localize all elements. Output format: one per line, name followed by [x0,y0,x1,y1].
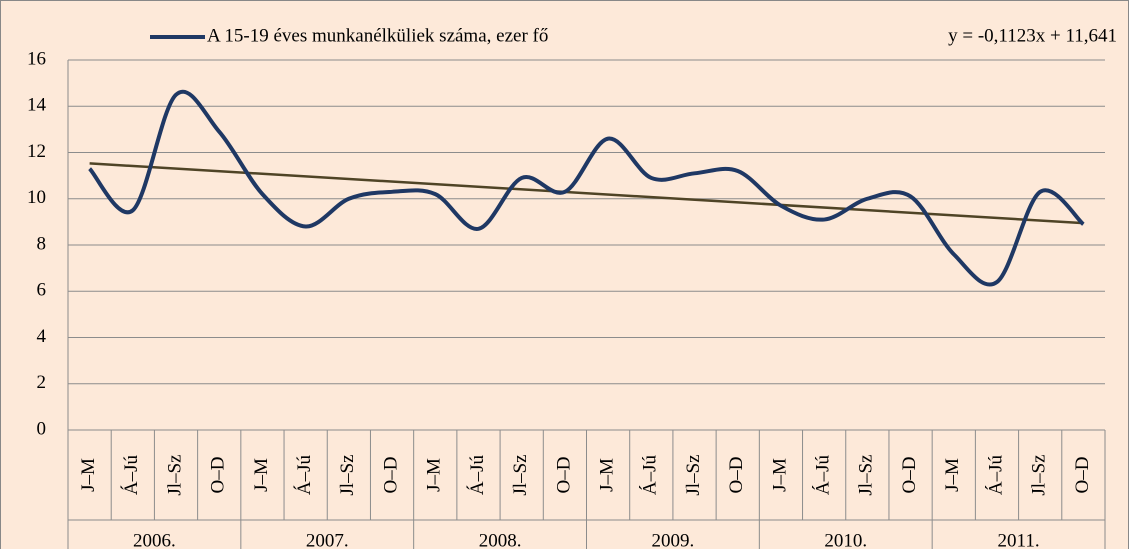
x-tick-label: Á–Jú [293,454,315,495]
x-tick-label: J–M [424,458,445,492]
x-tick-label: O–D [208,457,229,494]
y-tick-label: 12 [27,141,46,162]
y-tick-label: 0 [37,418,47,439]
y-tick-label: 14 [27,95,47,116]
x-tick-label: Á–Jú [639,454,661,495]
y-tick-label: 8 [37,233,47,254]
y-tick-label: 16 [27,48,46,69]
x-tick-label: Jl–Sz [856,454,877,495]
x-tick-label: Jl–Sz [1029,454,1050,495]
group-label: 2009. [652,530,695,549]
x-tick-label: Jl–Sz [510,454,531,495]
group-label: 2006. [133,530,176,549]
trendline [89,162,1084,225]
y-tick-label: 4 [37,326,47,347]
x-tick-label: Á–Jú [812,454,834,495]
x-tick-label: J–M [78,458,99,492]
x-tick-label: J–M [596,458,617,492]
trendline-equation: y = -0,1123x + 11,641 [948,25,1117,46]
x-tick-label: O–D [899,457,920,494]
x-tick-label: Á–Jú [984,454,1006,495]
group-label: 2010. [824,530,867,549]
x-tick-label: Jl–Sz [164,454,185,495]
y-tick-label: 6 [37,280,47,301]
legend-label: A 15-19 éves munkanélküliek száma, ezer … [207,25,548,46]
y-tick-label: 2 [37,372,47,393]
x-tick-label: Á–Jú [466,454,488,495]
x-tick-label: O–D [1072,457,1093,494]
group-label: 2007. [306,530,349,549]
x-tick-label: J–M [942,458,963,492]
x-tick-label: Á–Jú [120,454,142,495]
x-tick-label: J–M [251,458,272,492]
x-tick-label: O–D [553,457,574,494]
x-tick-label: O–D [380,457,401,494]
x-tick-label: J–M [769,458,790,492]
x-tick-label: Jl–Sz [683,454,704,495]
group-label: 2011. [998,530,1040,549]
x-tick-label: O–D [726,457,747,494]
group-label: 2008. [479,530,522,549]
series-line [88,89,1085,287]
y-tick-label: 10 [27,187,46,208]
x-tick-label: Jl–Sz [337,454,358,495]
